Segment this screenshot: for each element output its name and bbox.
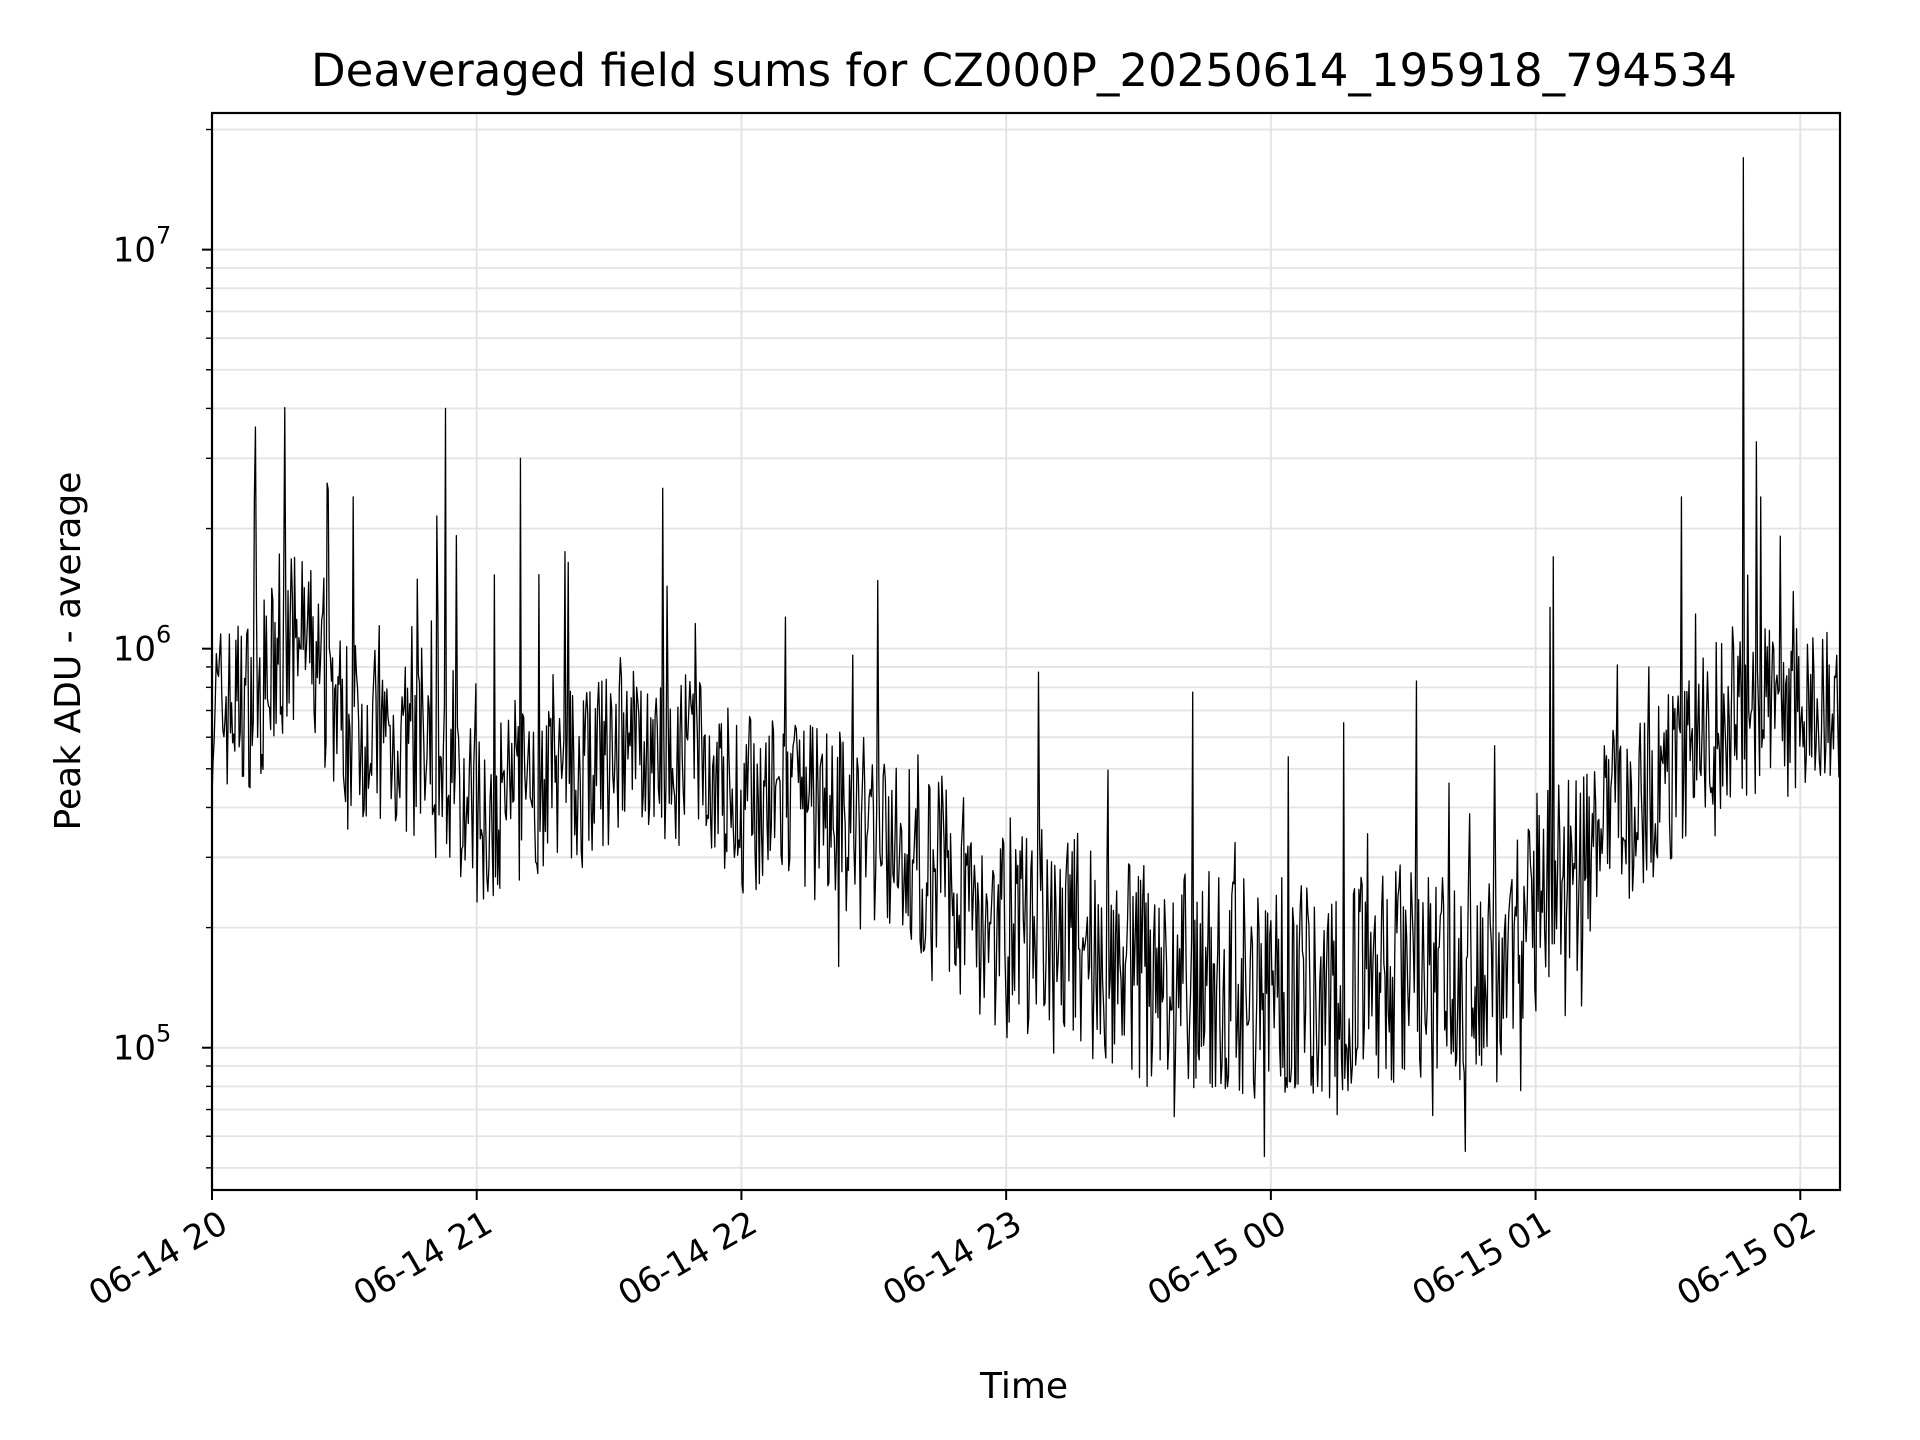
y-tick-label: 107 [113, 222, 172, 271]
y-tick-label-exponent: 7 [156, 222, 171, 250]
y-tick-label-exponent: 5 [156, 1020, 171, 1048]
y-tick-label-base: 10 [113, 630, 156, 670]
series-line [211, 157, 1841, 1158]
y-tick-label: 105 [113, 1020, 172, 1069]
x-axis-label: Time [979, 1366, 1068, 1407]
y-tick-label-exponent: 6 [156, 621, 171, 649]
y-axis-label: Peak ADU - average [48, 472, 89, 831]
series-layer [211, 157, 1841, 1158]
plot-frame [210, 111, 1842, 1192]
y-tick-label-base: 10 [113, 231, 156, 271]
grid [211, 113, 1840, 1190]
y-tick-label: 106 [113, 621, 172, 670]
chart-title: Deaveraged field sums for CZ000P_2025061… [311, 44, 1737, 97]
y-tick-label-base: 10 [113, 1029, 156, 1069]
